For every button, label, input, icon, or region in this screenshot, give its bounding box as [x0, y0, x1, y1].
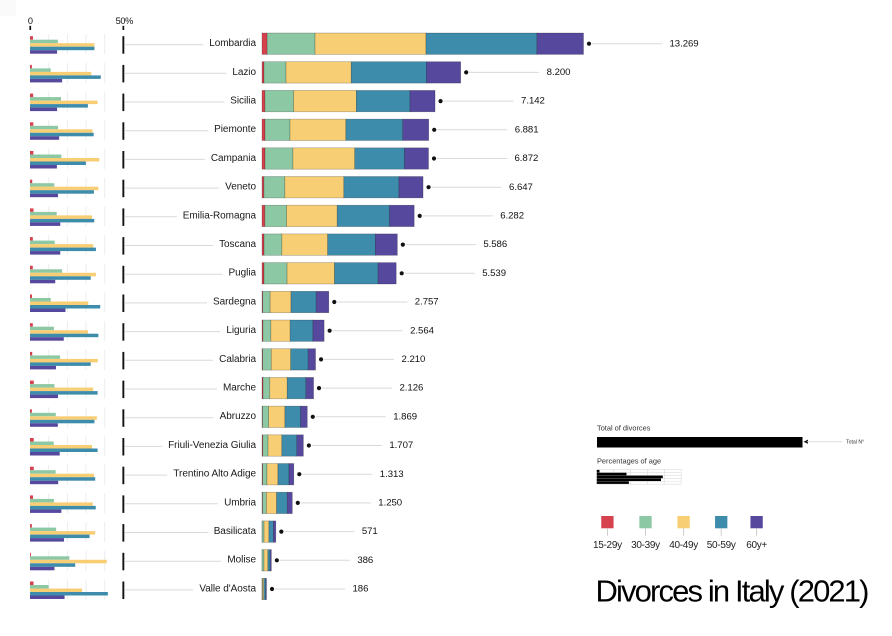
svg-text:60y+: 60y+	[746, 540, 767, 551]
svg-text:2.757: 2.757	[415, 297, 439, 308]
svg-text:Total of divorces: Total of divorces	[597, 423, 651, 432]
svg-text:13.269: 13.269	[670, 38, 699, 49]
svg-text:0: 0	[28, 16, 33, 26]
svg-text:Percentages of age: Percentages of age	[597, 456, 661, 465]
svg-text:Divorces in Italy (2021): Divorces in Italy (2021)	[596, 574, 869, 609]
svg-text:1.869: 1.869	[393, 411, 417, 422]
svg-text:2.126: 2.126	[400, 383, 424, 394]
svg-text:5.586: 5.586	[483, 239, 507, 250]
svg-text:Toscana: Toscana	[219, 239, 256, 250]
svg-text:Lazio: Lazio	[232, 67, 256, 78]
svg-text:30-39y: 30-39y	[631, 540, 660, 551]
svg-text:1.313: 1.313	[380, 469, 404, 480]
svg-text:Friuli-Venezia Giulia: Friuli-Venezia Giulia	[168, 440, 256, 451]
svg-text:Basilicata: Basilicata	[214, 526, 257, 537]
svg-text:Sicilia: Sicilia	[230, 96, 256, 107]
svg-text:2.210: 2.210	[402, 354, 426, 365]
svg-text:386: 386	[357, 555, 373, 566]
svg-text:6.282: 6.282	[500, 211, 524, 222]
svg-text:Umbria: Umbria	[224, 497, 256, 508]
svg-text:Puglia: Puglia	[229, 268, 257, 279]
svg-text:186: 186	[353, 584, 369, 595]
svg-text:Lombardia: Lombardia	[209, 38, 256, 49]
svg-text:1.250: 1.250	[378, 498, 402, 509]
svg-text:Sardegna: Sardegna	[213, 296, 256, 307]
svg-text:571: 571	[362, 526, 378, 537]
svg-text:6.881: 6.881	[515, 124, 539, 135]
svg-text:Total N°: Total N°	[846, 440, 864, 446]
svg-text:Campania: Campania	[211, 153, 257, 164]
svg-text:5.539: 5.539	[482, 268, 506, 279]
svg-text:Marche: Marche	[223, 383, 257, 394]
svg-text:Trentino Alto Adige: Trentino Alto Adige	[173, 469, 256, 480]
svg-text:1.707: 1.707	[389, 440, 413, 451]
svg-text:2.564: 2.564	[410, 325, 435, 336]
svg-text:50%: 50%	[116, 16, 134, 26]
svg-text:Calabria: Calabria	[219, 354, 256, 365]
svg-text:Molise: Molise	[227, 555, 256, 566]
svg-text:8.200: 8.200	[547, 67, 571, 78]
svg-text:6.647: 6.647	[509, 182, 533, 193]
svg-text:Emilia-Romagna: Emilia-Romagna	[183, 210, 257, 221]
svg-text:Piemonte: Piemonte	[214, 124, 256, 135]
svg-text:Abruzzo: Abruzzo	[220, 411, 257, 422]
svg-text:Valle d'Aosta: Valle d'Aosta	[199, 583, 256, 594]
svg-text:15-29y: 15-29y	[593, 540, 622, 551]
svg-text:Liguria: Liguria	[226, 325, 256, 336]
svg-text:50-59y: 50-59y	[707, 540, 736, 551]
svg-text:40-49y: 40-49y	[669, 540, 698, 551]
svg-text:7.142: 7.142	[521, 96, 545, 107]
svg-text:6.872: 6.872	[515, 153, 539, 164]
svg-text:Veneto: Veneto	[225, 182, 256, 193]
